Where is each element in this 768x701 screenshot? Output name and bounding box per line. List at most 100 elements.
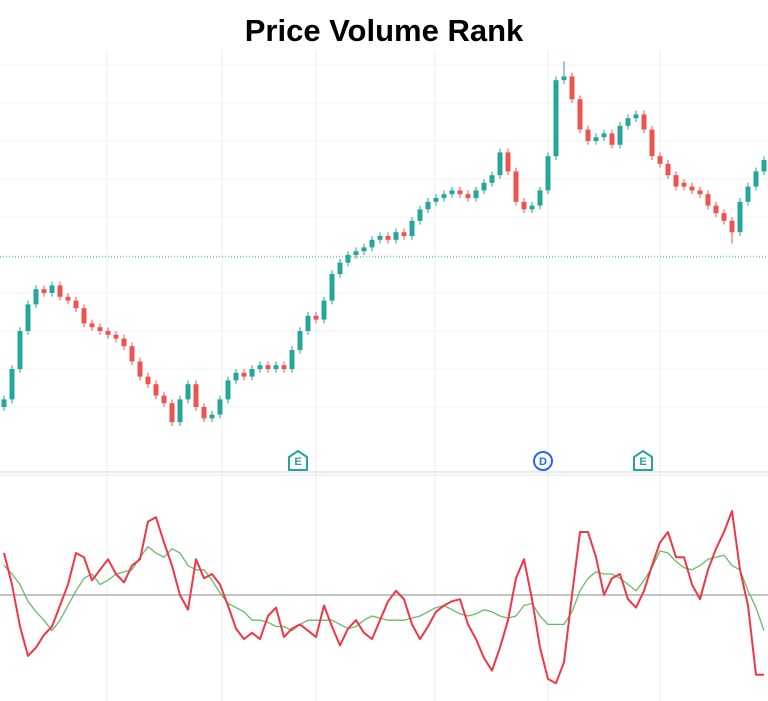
candle-body [609,133,615,145]
candle-body [633,114,639,119]
candle-body [617,125,623,145]
chart-title: Price Volume Rank [245,13,524,48]
candle-body [321,300,327,320]
candle-body [561,76,567,81]
candle-body [673,175,679,187]
candle-body [89,323,95,328]
candle-body [281,365,287,369]
candle-body [705,194,711,206]
candle-body [457,190,463,195]
candle-body [505,152,511,172]
candle-body [81,308,87,324]
candle-body [369,239,375,248]
candle-body [449,190,455,195]
candle-body [73,300,79,309]
candle-body [513,171,519,202]
candle-body [329,274,335,301]
candle-body [649,129,655,157]
candle-body [377,236,383,240]
event-badge [633,449,653,471]
candle-body [9,369,15,400]
candle-body [65,296,71,301]
candle-body [537,190,543,206]
candle-body [601,133,607,138]
candle-body [593,137,599,141]
candle-body [681,182,687,187]
candle-body [153,384,159,396]
candle-body [105,331,111,335]
candle-body [17,331,23,369]
candle-body [689,186,695,191]
candle-body [41,289,47,293]
candle-body [737,201,743,233]
candle-body [225,380,231,400]
candle-body [753,171,759,187]
candle-body [193,384,199,407]
candle-body [97,327,103,331]
event-badge [533,451,553,471]
candle-body [217,399,223,415]
candle-body [641,114,647,130]
candle-body [545,156,551,191]
candle-body [177,399,183,423]
candle-body [657,156,663,164]
candle-body [209,414,215,419]
candle-body [761,160,767,172]
candle-body [385,236,391,240]
candle-body [49,285,55,293]
candle-body [729,220,735,233]
candle-body [129,346,135,362]
candle-body [497,152,503,176]
candle-body [137,361,143,377]
candle-body [401,232,407,236]
candle-body [433,198,439,202]
candle-body [465,194,471,198]
candle-body [57,285,63,297]
candle-body [361,247,367,252]
candle-body [233,372,239,381]
candle-body [529,205,535,210]
candle-body [113,334,119,339]
candle-body [337,262,343,274]
candle-body [521,201,527,210]
candle-body [481,182,487,191]
candle-body [297,331,303,350]
candle-body [313,315,319,320]
candle-body [25,304,31,331]
candle-body [417,209,423,221]
candle-body [745,186,751,202]
event-marker: E [288,449,308,471]
candle-body [489,175,495,183]
indicator-line [3,546,765,632]
candle-body [721,213,727,221]
candle-body [577,99,583,130]
candle-body [353,251,359,255]
candle-body [553,80,559,157]
event-label: D [539,456,547,468]
candle-body [585,129,591,141]
event-marker: E [633,449,653,471]
candle-body [305,315,311,331]
candle-body [393,232,399,240]
candle-body [289,350,295,369]
candle-body [425,201,431,210]
event-marker: D [533,451,553,471]
candle-body [345,255,351,263]
candle-body [161,395,167,404]
candle-body [441,194,447,198]
candle-body [697,190,703,195]
event-label: E [294,456,301,468]
candle-body [409,220,415,236]
candle-body [121,338,127,347]
event-label: E [639,456,646,468]
candle-body [713,205,719,214]
candle-body [265,365,271,369]
candle-body [169,403,175,423]
candle-body [241,372,247,377]
candle-body [257,365,263,369]
candle-body [33,289,39,305]
indicator-line [3,510,764,685]
candle-body [1,399,7,407]
candle-body [625,118,631,126]
